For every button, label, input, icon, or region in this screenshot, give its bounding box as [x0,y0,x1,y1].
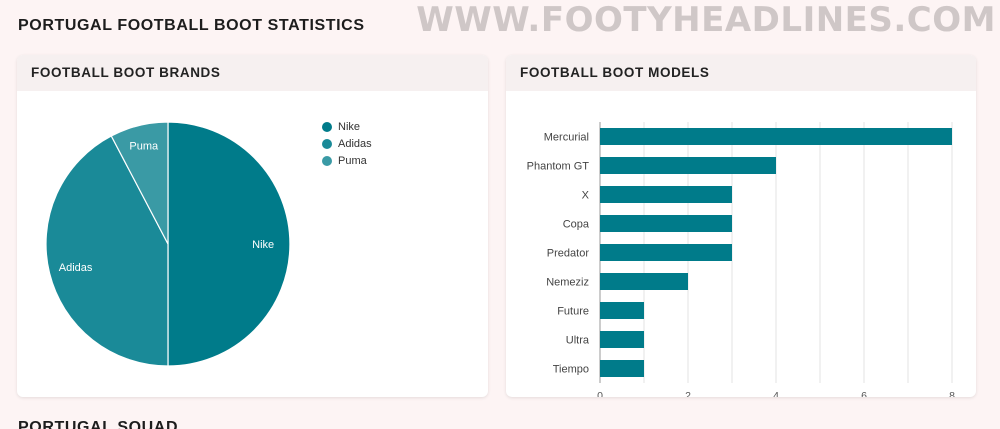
category-label-tiempo: Tiempo [553,364,589,376]
pie-slice-adidas [45,135,169,367]
page-title: PORTUGAL FOOTBALL BOOT STATISTICS [18,17,365,34]
squad-section-title: PORTUGAL SQUAD [18,419,179,429]
bar-future [600,302,644,319]
x-tick-label: 8 [949,390,955,397]
watermark: WWW.FOOTYHEADLINES.COM [416,0,996,40]
brands-card: FOOTBALL BOOT BRANDS Nike Adidas Puma Nike… [17,55,488,397]
x-tick-label: 0 [597,390,603,397]
pie-slice-nike [167,121,291,367]
bar-copa [600,215,732,232]
category-label-mercurial: Mercurial [544,132,589,144]
x-tick-label: 4 [773,390,779,397]
bar-mercurial [600,128,952,145]
models-bar-chart: 0 2 4 6 8 Mercurial Phantom GT X Copa Predator Nem… [527,122,955,397]
pie-label-nike: Nike [252,239,274,251]
legend-item-puma[interactable]: Puma [322,152,372,169]
x-tick-label: 6 [861,390,867,397]
brands-card-title: FOOTBALL BOOT BRANDS [17,55,488,91]
category-label-x: X [582,190,590,202]
bar-nemeziz [600,273,688,290]
category-label-ultra: Ultra [566,335,590,347]
models-card-title: FOOTBALL BOOT MODELS [506,55,976,91]
bar-tiempo [600,360,644,377]
pie-label-adidas: Adidas [59,262,93,274]
pie-label-puma: Puma [129,141,159,153]
pie-slice-puma [110,121,169,245]
brands-legend: Nike Adidas Puma [322,118,372,169]
legend-label: Nike [338,120,361,133]
legend-swatch-icon [322,155,332,166]
category-label-nemeziz: Nemeziz [546,277,589,289]
models-card: FOOTBALL BOOT MODELS 0 2 4 6 8 Mercurial Phant… [506,55,976,397]
bar-ultra [600,331,644,348]
x-tick-label: 2 [685,390,691,397]
category-label-phantom-gt: Phantom GT [527,161,590,173]
legend-label: Adidas [338,137,372,150]
category-label-future: Future [557,306,589,318]
bar-predator [600,244,732,261]
bar-x [600,186,732,203]
legend-swatch-icon [322,138,332,149]
bar-phantom-gt [600,157,776,174]
legend-swatch-icon [322,121,332,132]
category-label-predator: Predator [547,248,590,260]
brands-pie-chart: Nike Adidas Puma [45,121,291,367]
legend-item-adidas[interactable]: Adidas [322,135,372,152]
legend-item-nike[interactable]: Nike [322,118,372,135]
category-label-copa: Copa [563,219,590,231]
legend-label: Puma [338,154,367,167]
